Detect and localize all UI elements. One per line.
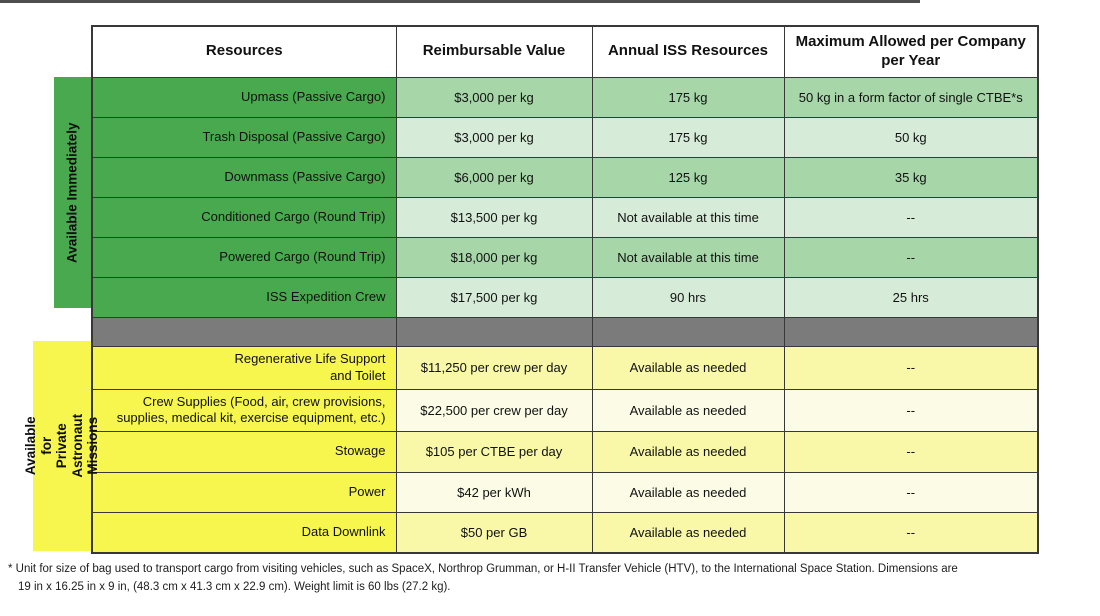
value-cell: $11,250 per crew per day	[395, 345, 593, 390]
resource-cell: Upmass (Passive Cargo)	[91, 76, 397, 118]
row-powered-cargo: Powered Cargo (Round Trip) $18,000 per k…	[91, 236, 1039, 278]
annual-cell: 90 hrs	[591, 276, 785, 318]
annual-cell: 125 kg	[591, 156, 785, 198]
value-cell: $13,500 per kg	[395, 196, 593, 238]
resource-cell: Conditioned Cargo (Round Trip)	[91, 196, 397, 238]
footnote: * Unit for size of bag used to transport…	[8, 561, 1094, 597]
section-label-text: Available Immediately	[64, 122, 80, 263]
separator-cell	[91, 316, 397, 347]
column-header-annual-iss-resources: Annual ISS Resources	[591, 25, 785, 78]
resource-cell: Data Downlink	[91, 511, 397, 554]
annual-cell: Not available at this time	[591, 196, 785, 238]
max-cell: --	[783, 388, 1039, 432]
row-conditioned-cargo: Conditioned Cargo (Round Trip) $13,500 p…	[91, 196, 1039, 238]
annual-cell: Not available at this time	[591, 236, 785, 278]
annual-cell: 175 kg	[591, 116, 785, 158]
row-downmass: Downmass (Passive Cargo) $6,000 per kg 1…	[91, 156, 1039, 198]
value-cell: $50 per GB	[395, 511, 593, 554]
max-cell: 50 kg in a form factor of single CTBE*s	[783, 76, 1039, 118]
iss-resources-pricing-table: Resources Reimbursable Value Annual ISS …	[91, 25, 1039, 554]
header-row: Resources Reimbursable Value Annual ISS …	[91, 25, 1039, 78]
value-cell: $3,000 per kg	[395, 76, 593, 118]
separator-cell	[591, 316, 785, 347]
max-cell: --	[783, 345, 1039, 390]
max-cell: 35 kg	[783, 156, 1039, 198]
separator-cell	[395, 316, 593, 347]
annual-cell: Available as needed	[591, 511, 785, 554]
row-trash-disposal: Trash Disposal (Passive Cargo) $3,000 pe…	[91, 116, 1039, 158]
resource-cell: Crew Supplies (Food, air, crew provision…	[91, 388, 397, 432]
separator-cell	[783, 316, 1039, 347]
row-iss-expedition-crew: ISS Expedition Crew $17,500 per kg 90 hr…	[91, 276, 1039, 318]
section-label-text: Available for Private Astronaut Missions	[23, 414, 101, 478]
value-cell: $42 per kWh	[395, 471, 593, 513]
row-upmass: Upmass (Passive Cargo) $3,000 per kg 175…	[91, 76, 1039, 118]
resource-cell: Power	[91, 471, 397, 513]
value-cell: $105 per CTBE per day	[395, 430, 593, 473]
annual-cell: 175 kg	[591, 76, 785, 118]
value-cell: $17,500 per kg	[395, 276, 593, 318]
annual-cell: Available as needed	[591, 345, 785, 390]
resource-cell: Regenerative Life Support and Toilet	[91, 345, 397, 390]
value-cell: $3,000 per kg	[395, 116, 593, 158]
max-cell: --	[783, 430, 1039, 473]
section-label-private-astronaut-missions: Available for Private Astronaut Missions	[23, 341, 100, 551]
resource-cell: Trash Disposal (Passive Cargo)	[91, 116, 397, 158]
footnote-line-2: 19 in x 16.25 in x 9 in, (48.3 cm x 41.3…	[18, 580, 451, 593]
annual-cell: Available as needed	[591, 471, 785, 513]
resource-cell: Powered Cargo (Round Trip)	[91, 236, 397, 278]
screen-edge-artifact	[0, 0, 920, 3]
max-cell: --	[783, 511, 1039, 554]
row-power: Power $42 per kWh Available as needed --	[91, 471, 1039, 513]
max-cell: --	[783, 196, 1039, 238]
resource-cell: ISS Expedition Crew	[91, 276, 397, 318]
annual-cell: Available as needed	[591, 430, 785, 473]
max-cell: --	[783, 471, 1039, 513]
max-cell: 25 hrs	[783, 276, 1039, 318]
annual-cell: Available as needed	[591, 388, 785, 432]
section-label-available-immediately: Available Immediately	[54, 77, 91, 308]
column-header-maximum-allowed: Maximum Allowed per Company per Year	[783, 25, 1039, 78]
column-header-reimbursable-value: Reimbursable Value	[395, 25, 593, 78]
resource-cell: Downmass (Passive Cargo)	[91, 156, 397, 198]
value-cell: $6,000 per kg	[395, 156, 593, 198]
row-regenerative-life-support: Regenerative Life Support and Toilet $11…	[91, 345, 1039, 390]
separator-row	[91, 316, 1039, 347]
row-stowage: Stowage $105 per CTBE per day Available …	[91, 430, 1039, 473]
max-cell: 50 kg	[783, 116, 1039, 158]
column-header-resources: Resources	[91, 25, 397, 78]
row-data-downlink: Data Downlink $50 per GB Available as ne…	[91, 511, 1039, 554]
row-crew-supplies: Crew Supplies (Food, air, crew provision…	[91, 388, 1039, 432]
max-cell: --	[783, 236, 1039, 278]
resource-cell: Stowage	[91, 430, 397, 473]
value-cell: $22,500 per crew per day	[395, 388, 593, 432]
value-cell: $18,000 per kg	[395, 236, 593, 278]
footnote-line-1: * Unit for size of bag used to transport…	[8, 563, 958, 575]
